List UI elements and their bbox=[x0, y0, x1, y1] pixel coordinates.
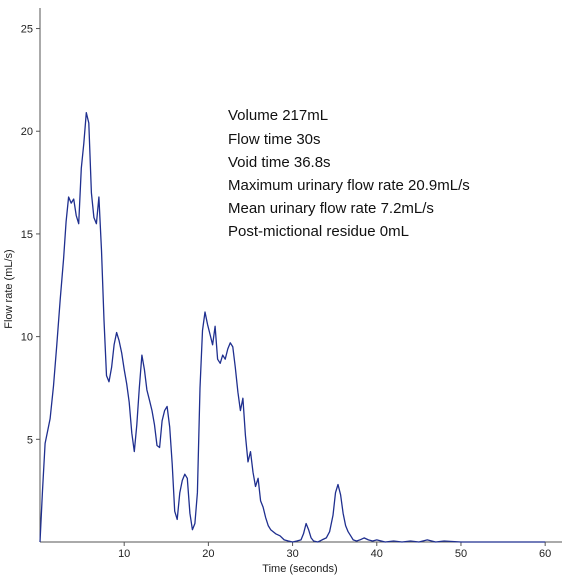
x-tick-label: 60 bbox=[539, 548, 551, 560]
annotation-void-time: Void time 36.8s bbox=[228, 154, 331, 171]
tick-labels: 10 20 30 40 50 60 5 10 15 20 25 bbox=[21, 24, 552, 560]
x-tick-label: 10 bbox=[118, 548, 130, 560]
series-layer bbox=[39, 112, 546, 543]
annotation-flow-time: Flow time 30s bbox=[228, 131, 321, 148]
x-axis-label: Time (seconds) bbox=[262, 563, 337, 575]
annotation-mean-flow-rate: Mean urinary flow rate 7.2mL/s bbox=[228, 200, 434, 217]
y-tick-label: 5 bbox=[27, 434, 33, 446]
annotation-max-flow-rate: Maximum urinary flow rate 20.9mL/s bbox=[228, 177, 470, 194]
x-tick-label: 20 bbox=[202, 548, 214, 560]
annotation-post-mictional-residue: Post-mictional residue 0mL bbox=[228, 223, 409, 240]
x-tick-label: 30 bbox=[286, 548, 298, 560]
annotation-volume: Volume 217mL bbox=[228, 107, 328, 124]
y-tick-label: 20 bbox=[21, 126, 33, 138]
tick-marks bbox=[36, 28, 546, 546]
summary-annotations: Volume 217mL Flow time 30s Void time 36.… bbox=[228, 107, 470, 240]
y-axis-label: Flow rate (mL/s) bbox=[3, 249, 15, 328]
y-tick-label: 25 bbox=[21, 24, 33, 36]
x-tick-label: 50 bbox=[455, 548, 467, 560]
flow-rate-line bbox=[39, 112, 546, 543]
axes-frame bbox=[39, 8, 562, 543]
y-tick-label: 15 bbox=[21, 229, 33, 241]
x-tick-label: 40 bbox=[371, 548, 383, 560]
y-tick-label: 10 bbox=[21, 332, 33, 344]
